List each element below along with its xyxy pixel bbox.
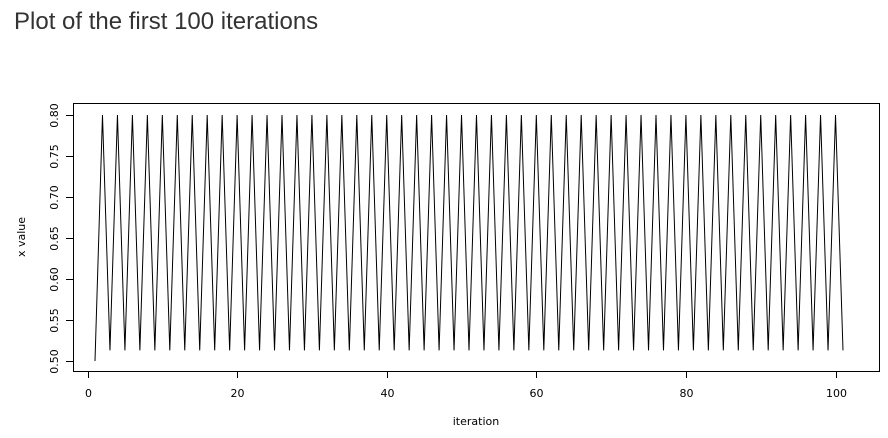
y-tick-label: 0.65 <box>48 226 61 251</box>
x-tick-label: 0 <box>85 387 92 400</box>
series-line <box>94 114 844 362</box>
y-axis-label: x value <box>15 217 28 257</box>
x-axis-label: iteration <box>453 415 499 428</box>
y-tick-label: 0.70 <box>48 185 61 210</box>
y-tick-label: 0.60 <box>48 267 61 292</box>
y-tick-label: 0.80 <box>48 103 61 128</box>
x-tick-label: 100 <box>826 387 847 400</box>
x-tick-label: 40 <box>381 387 395 400</box>
x-axis: 0 20 40 60 80 100 <box>85 371 847 400</box>
y-tick-label: 0.75 <box>48 144 61 169</box>
y-axis: 0.50 0.55 0.60 0.65 0.70 0.75 0.80 <box>48 103 74 374</box>
page-title: Plot of the first 100 iterations <box>14 8 319 35</box>
y-tick-label: 0.50 <box>48 349 61 374</box>
plot-frame <box>73 103 880 372</box>
y-tick-label: 0.55 <box>48 308 61 333</box>
x-tick-label: 20 <box>231 387 245 400</box>
x-tick-label: 80 <box>680 387 694 400</box>
x-tick-label: 60 <box>530 387 544 400</box>
